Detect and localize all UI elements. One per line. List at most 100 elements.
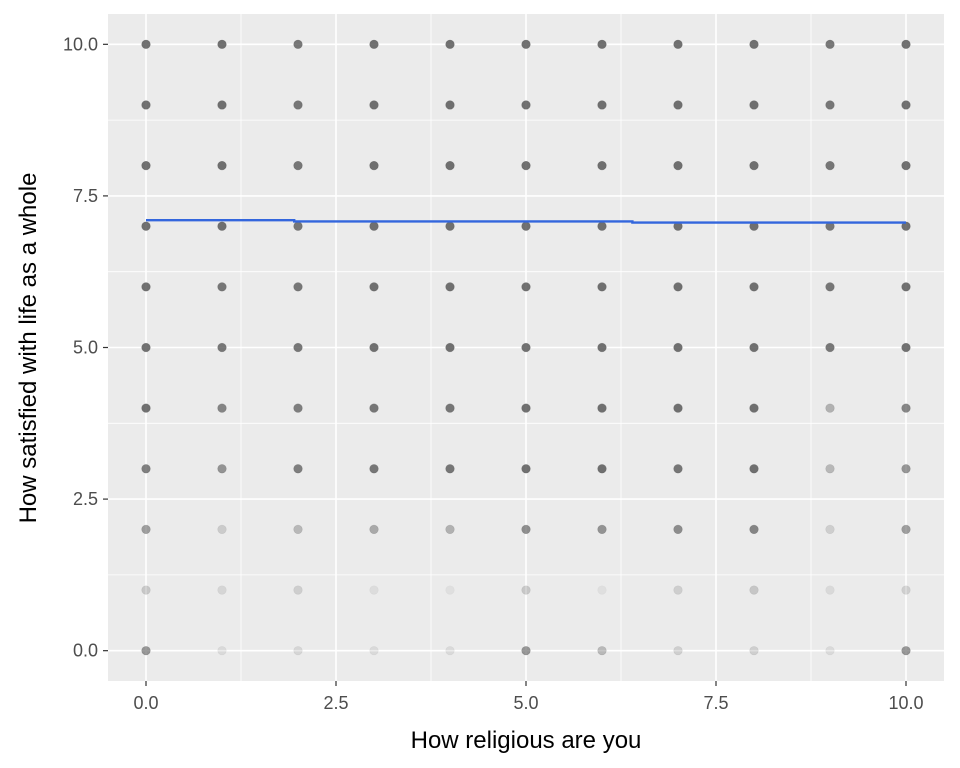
data-point (141, 221, 151, 231)
data-point (521, 646, 531, 656)
y-tick-label: 0.0 (73, 641, 98, 661)
data-point (521, 403, 531, 413)
data-point (521, 39, 531, 49)
data-point (293, 524, 303, 535)
data-point (521, 221, 531, 231)
data-point (369, 39, 379, 49)
data-point (749, 524, 759, 535)
data-point (749, 160, 759, 171)
data-point (521, 282, 531, 292)
data-point (369, 100, 379, 110)
data-point (901, 585, 911, 595)
data-point (901, 100, 911, 110)
data-point (749, 100, 759, 110)
y-tick-label: 2.5 (73, 489, 98, 509)
x-tick-label: 0.0 (133, 693, 158, 713)
trend-line (146, 219, 906, 224)
data-point (673, 646, 683, 656)
data-point (141, 342, 151, 353)
data-point (825, 585, 835, 595)
data-point (673, 403, 683, 413)
data-point (141, 100, 151, 110)
data-point (217, 39, 227, 49)
data-point (749, 646, 759, 656)
data-point (521, 100, 531, 110)
data-point (293, 342, 303, 353)
y-tick-label: 7.5 (73, 186, 98, 206)
data-point (293, 100, 303, 110)
data-point (521, 160, 531, 171)
data-point (901, 646, 911, 656)
trend-line-group (146, 219, 906, 224)
data-point (597, 342, 607, 353)
data-point (825, 160, 835, 171)
data-point (445, 160, 455, 171)
data-point (901, 342, 911, 353)
data-point (521, 464, 531, 474)
data-point (445, 221, 455, 231)
data-points (141, 39, 911, 656)
data-point (673, 39, 683, 49)
data-point (445, 524, 455, 535)
x-tick-label: 5.0 (513, 693, 538, 713)
data-point (141, 282, 151, 292)
data-point (597, 160, 607, 171)
data-point (445, 464, 455, 474)
data-point (673, 585, 683, 595)
data-point (825, 646, 835, 656)
data-point (217, 403, 227, 413)
y-tick-label: 5.0 (73, 338, 98, 358)
data-point (597, 221, 607, 231)
data-point (217, 585, 227, 595)
data-point (445, 646, 455, 656)
data-point (901, 282, 911, 292)
x-tick-label: 7.5 (703, 693, 728, 713)
data-point (445, 39, 455, 49)
data-point (825, 39, 835, 49)
data-point (749, 39, 759, 49)
data-point (369, 585, 379, 595)
data-point (597, 646, 607, 656)
data-point (597, 464, 607, 474)
data-point (369, 282, 379, 292)
data-point (141, 524, 151, 535)
x-axis-title: How religious are you (411, 727, 642, 754)
data-point (749, 585, 759, 595)
data-point (217, 646, 227, 656)
data-point (217, 464, 227, 474)
x-tick-label: 2.5 (323, 693, 348, 713)
data-point (293, 282, 303, 292)
data-point (141, 464, 151, 474)
data-point (369, 524, 379, 535)
data-point (369, 464, 379, 474)
data-point (825, 403, 835, 413)
data-point (293, 160, 303, 171)
data-point (445, 100, 455, 110)
data-point (141, 585, 151, 595)
data-point (445, 342, 455, 353)
y-axis-ticks: 0.0 2.5 5.0 7.5 10.0 (63, 34, 108, 661)
data-point (369, 403, 379, 413)
data-point (825, 100, 835, 110)
data-point (901, 464, 911, 474)
data-point (217, 221, 227, 231)
data-point (825, 342, 835, 353)
data-point (521, 585, 531, 595)
data-point (673, 160, 683, 171)
data-point (597, 403, 607, 413)
data-point (217, 524, 227, 535)
data-point (521, 342, 531, 353)
data-point (597, 100, 607, 110)
x-axis-ticks: 0.0 2.5 5.0 7.5 10.0 (133, 681, 924, 713)
data-point (673, 464, 683, 474)
data-point (217, 342, 227, 353)
data-point (217, 160, 227, 171)
data-point (673, 524, 683, 535)
data-point (521, 524, 531, 535)
data-point (141, 646, 151, 656)
data-point (141, 160, 151, 171)
data-point (141, 403, 151, 413)
data-point (445, 403, 455, 413)
data-point (369, 160, 379, 171)
